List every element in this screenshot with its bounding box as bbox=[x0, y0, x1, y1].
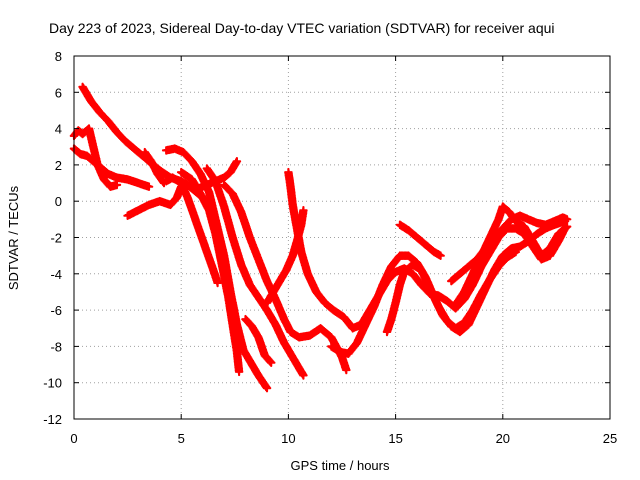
series-track-14 bbox=[284, 167, 570, 333]
y-tick-label: 2 bbox=[55, 158, 62, 173]
x-axis-label: GPS time / hours bbox=[291, 458, 390, 473]
series-track-9 bbox=[176, 167, 244, 377]
chart-title: Day 223 of 2023, Sidereal Day-to-day VTE… bbox=[49, 20, 555, 36]
series-track-19 bbox=[447, 211, 572, 286]
y-tick-label: 6 bbox=[55, 85, 62, 100]
series-group bbox=[69, 82, 572, 393]
series-track-16 bbox=[382, 247, 520, 337]
y-tick-label: -2 bbox=[50, 231, 62, 246]
x-tick-label: 10 bbox=[281, 431, 295, 446]
series-track-4 bbox=[123, 182, 186, 220]
series-track-17 bbox=[395, 220, 445, 260]
y-tick-label: 0 bbox=[55, 194, 62, 209]
x-tick-label: 25 bbox=[603, 431, 617, 446]
y-tick-label: -10 bbox=[43, 376, 62, 391]
y-tick-label: -4 bbox=[50, 267, 62, 282]
y-tick-label: 4 bbox=[55, 122, 62, 137]
series-track-10 bbox=[202, 164, 308, 380]
y-axis-label: SDTVAR / TECUs bbox=[6, 185, 21, 290]
x-tick-label: 15 bbox=[388, 431, 402, 446]
y-tick-label: 8 bbox=[55, 49, 62, 64]
grid-lines bbox=[74, 56, 610, 419]
y-tick-label: -12 bbox=[43, 412, 62, 427]
y-tick-label: -8 bbox=[50, 339, 62, 354]
series-track-12 bbox=[241, 314, 276, 367]
y-tick-label: -6 bbox=[50, 303, 62, 318]
x-tick-label: 0 bbox=[70, 431, 77, 446]
axis-ticks: 0 5 10 15 20 25 -12 -10 -8 -6 -4 -2 0 2 4 6 8 bbox=[43, 49, 617, 446]
series-track-2 bbox=[69, 124, 122, 191]
x-tick-label: 20 bbox=[496, 431, 510, 446]
x-tick-label: 5 bbox=[178, 431, 185, 446]
series-track-6 bbox=[161, 173, 222, 288]
